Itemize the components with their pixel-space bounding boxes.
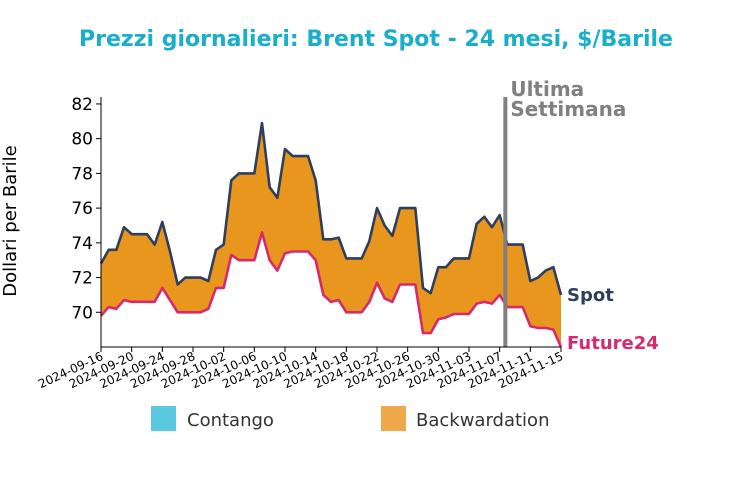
y-tick-label: 72 [71,269,93,289]
annotation-line-2: Settimana [510,97,626,121]
backwardation-area [101,123,561,347]
y-axis-label: Dollari per Barile [0,145,21,297]
future24-series-line [100,231,563,348]
annotation-line-1: Ultima [510,77,584,101]
x-axis-ticks: 2024-09-162024-09-202024-09-242024-09-28… [36,347,565,391]
legend: Contango Backwardation [151,406,549,431]
y-axis-ticks: 70 72 74 76 78 80 82 [71,95,101,323]
legend-label-backwardation: Backwardation [416,410,549,431]
legend-swatch-backwardation [381,406,406,431]
y-tick-label: 76 [71,199,93,219]
y-tick-label: 78 [71,164,93,184]
y-tick-label: 70 [71,303,93,323]
y-tick-label: 82 [71,95,93,115]
future24-end-label: Future24 [567,333,659,354]
y-tick-label: 74 [71,234,93,254]
chart-title: Prezzi giornalieri: Brent Spot - 24 mesi… [79,27,673,52]
plot-area [99,97,563,348]
legend-label-contango: Contango [187,410,274,431]
spot-end-label: Spot [567,285,614,306]
y-tick-label: 80 [71,130,93,150]
spot-series-line [99,121,563,296]
legend-swatch-contango [151,406,176,431]
